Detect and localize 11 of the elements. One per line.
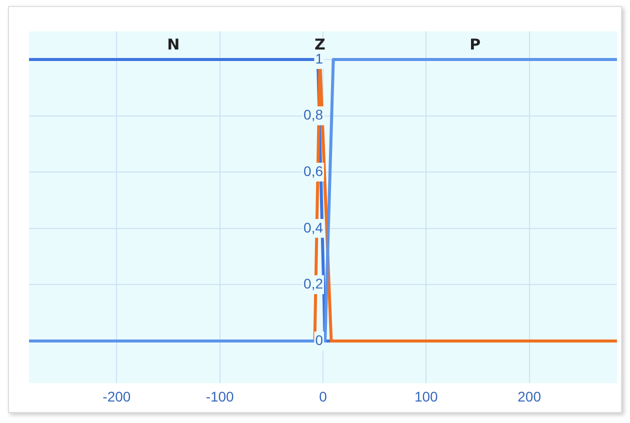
x-tick-label: -100 bbox=[206, 388, 234, 404]
x-tick-label: 100 bbox=[414, 388, 438, 404]
y-tick-label: 0,2 bbox=[304, 276, 324, 292]
x-tick-label: 200 bbox=[518, 388, 542, 404]
series-label: P bbox=[470, 35, 481, 54]
x-tick-label: -200 bbox=[102, 388, 131, 404]
y-tick-label: 0,6 bbox=[304, 162, 324, 179]
y-tick-label: 0,4 bbox=[304, 219, 324, 236]
series-label: N bbox=[167, 35, 180, 54]
y-tick-label: 0,8 bbox=[304, 106, 324, 123]
y-tick-label: 0 bbox=[315, 332, 324, 348]
